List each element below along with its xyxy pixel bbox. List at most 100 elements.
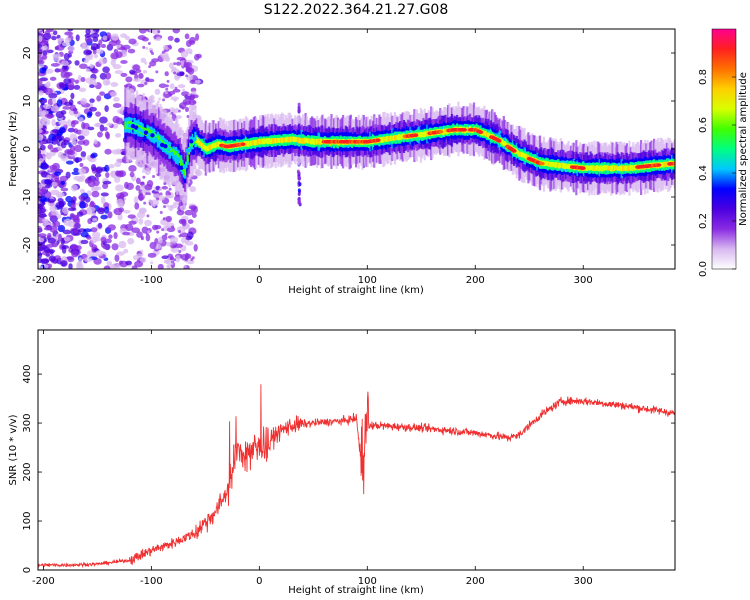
spectrogram-cell: [86, 206, 96, 213]
spectrogram-cell: [297, 102, 301, 107]
spectrogram-cell: [79, 201, 86, 209]
spectrogram-cell: [47, 232, 52, 239]
spectrogram-cell: [312, 138, 315, 145]
spectrogram-cell: [141, 169, 145, 173]
spectrogram-cell: [548, 161, 551, 167]
spectrogram-cell: [49, 225, 58, 233]
spectrogram-cell: [91, 190, 100, 198]
spectrogram-cell: [60, 187, 69, 192]
snr-x-tick-label: 300: [574, 576, 593, 587]
spectrogram-cell: [156, 230, 160, 234]
spectrogram-cell: [522, 152, 525, 158]
spectrogram-cell: [104, 131, 110, 139]
spectrogram-cell: [78, 195, 84, 200]
spectrogram-cell: [523, 153, 526, 159]
spectrogram-cell: [38, 35, 43, 42]
spectrogram-cell: [590, 165, 593, 170]
spectrogram-cell: [389, 135, 393, 141]
spectrogram-cell: [139, 257, 147, 263]
spectrogram-cell: [89, 106, 97, 112]
spectrogram-cell: [282, 137, 285, 142]
spectrogram-cell: [603, 164, 606, 171]
spectrogram-cell: [200, 142, 204, 148]
spectrogram-cell: [159, 192, 163, 196]
spectrogram-cell: [612, 165, 616, 171]
spectrogram-cell: [156, 134, 159, 144]
spectrogram-cell: [141, 226, 149, 234]
spectrogram-cell: [438, 129, 444, 134]
spectrogram-cell: [73, 84, 81, 90]
spectrogram-cell: [134, 202, 140, 210]
spectrogram-cell: [563, 163, 566, 170]
spectrogram-cell: [154, 224, 162, 230]
spectrogram-cell: [520, 152, 524, 158]
spectrogram-cell: [184, 258, 188, 262]
spectrogram-cell: [57, 151, 64, 159]
spectrogram-cell: [115, 43, 122, 49]
spectrogram-cell: [86, 235, 92, 240]
spectrogram-cell: [286, 136, 289, 142]
spectrogram-cell: [159, 211, 163, 215]
spectrogram-cell: [99, 116, 108, 124]
spectrogram-cell: [194, 79, 201, 84]
spectrogram-cell: [209, 145, 213, 150]
spectrogram-cell: [137, 35, 147, 41]
spectrogram-cell: [169, 256, 175, 261]
spectrogram-cell: [138, 218, 144, 225]
spectrogram-cell: [256, 139, 259, 146]
spectrogram-cell: [40, 118, 47, 123]
spectrogram-cell: [67, 45, 75, 52]
spectrogram-cell: [136, 253, 143, 258]
colorbar-gradient: [711, 28, 737, 270]
spectrogram-cell: [165, 215, 172, 223]
spectrogram-cell: [156, 197, 160, 201]
spectrogram-cell: [166, 147, 171, 152]
spectrogram-cell: [295, 137, 298, 142]
spectrogram-cell: [215, 142, 218, 148]
spectrogram-cell: [287, 137, 290, 143]
spectrogram-cell: [115, 158, 123, 163]
spectrogram-cell: [145, 46, 149, 50]
spectrogram-cell: [526, 154, 529, 160]
spectrogram-cell: [38, 153, 43, 158]
spectrogram-cell: [186, 67, 190, 71]
spectrogram-cell: [44, 87, 53, 96]
spectrogram-cell: [128, 220, 137, 225]
spectrogram-cell: [96, 95, 102, 102]
spectrogram-cell: [173, 71, 177, 75]
spectrogram-cell: [43, 246, 51, 254]
spectrogram-cell: [50, 63, 60, 67]
spectrogram-cell: [164, 56, 171, 62]
spectrogram-cell: [672, 161, 675, 166]
spectrogram-cell: [558, 162, 561, 169]
spectrogram-cell: [568, 164, 571, 170]
spectrogram-cell: [270, 138, 273, 144]
spectrogram-cell: [175, 61, 182, 66]
spectrogram-cell: [71, 120, 79, 125]
spectrogram-cell: [150, 199, 160, 207]
spectrogram-cell: [51, 181, 58, 187]
spectrogram-cell: [100, 196, 106, 204]
spectrogram-cell: [114, 70, 123, 75]
spectrogram-cell: [38, 29, 43, 32]
spectrogram-cell: [586, 165, 590, 171]
spectrogram-cell: [167, 257, 171, 261]
snr-y-tick-label: 0: [22, 567, 33, 573]
spectrogram-cell: [161, 228, 165, 232]
spectrogram-cell: [294, 136, 297, 143]
spectrogram-cell: [539, 161, 545, 166]
spectrogram-cell: [60, 141, 67, 149]
spectrogram-cell: [380, 137, 384, 143]
spectrogram-cell: [194, 53, 200, 61]
spectrogram-y-tick-label: 10: [22, 95, 33, 108]
spectrogram-cell: [124, 121, 127, 130]
spectrogram-cell: [66, 256, 75, 263]
spectrogram-cell: [39, 99, 48, 104]
spectrogram-cell: [38, 208, 41, 214]
spectrogram-cell: [168, 187, 172, 191]
spectrogram-cell: [147, 252, 157, 258]
spectrogram-cell: [137, 83, 145, 88]
spectrogram-cell: [195, 170, 203, 177]
spectrogram-cell: [511, 149, 517, 153]
